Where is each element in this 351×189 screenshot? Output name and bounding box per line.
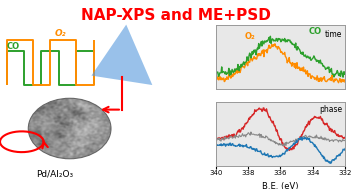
X-axis label: B.E. (eV): B.E. (eV) <box>262 182 299 189</box>
Text: O₂: O₂ <box>54 29 66 38</box>
Text: O₂: O₂ <box>244 32 255 41</box>
Text: NAP-XPS and ME+PSD: NAP-XPS and ME+PSD <box>81 8 270 22</box>
Text: CO: CO <box>7 42 20 51</box>
Polygon shape <box>91 25 152 85</box>
Text: phase: phase <box>319 105 343 114</box>
Text: time: time <box>325 30 343 39</box>
Text: CO: CO <box>309 27 322 36</box>
Text: Pd/Al₂O₃: Pd/Al₂O₃ <box>36 169 73 178</box>
